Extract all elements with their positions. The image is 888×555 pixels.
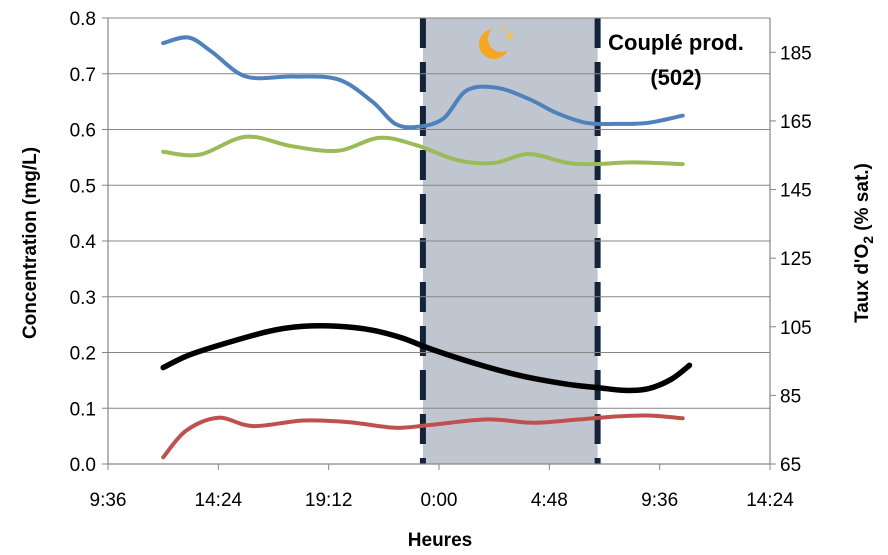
annotation-line-1: Couplé prod. (608, 30, 744, 55)
y-left-tick-label: 0.1 (70, 399, 96, 420)
series-group (160, 35, 693, 460)
y-right-tick-label: 85 (780, 386, 801, 407)
series-line-1 (161, 35, 685, 130)
y-left-tick-label: 0.0 (70, 455, 96, 476)
series-line-3 (160, 322, 693, 394)
y-right-tick-label: 145 (780, 181, 812, 202)
y-left-tick-label: 0.7 (70, 65, 96, 86)
y-right-tick-label: 65 (780, 455, 801, 476)
y-axis-right-title-subscript: 2 (860, 236, 876, 244)
x-tick-label: 14:24 (195, 490, 243, 511)
y-right-tick-label: 185 (780, 43, 812, 64)
series-line-4 (161, 413, 685, 460)
y-axis-right-title-main: Taux d'O (852, 244, 873, 323)
y-left-tick-label: 0.6 (70, 121, 96, 142)
tick-labels-group: 0.0 0.1 0.2 0.3 0.4 0.5 0.6 0.7 0.8 65 85 105 125 145… (70, 9, 812, 511)
y-axis-right-title-tail: (% sat.) (852, 163, 873, 236)
y-left-tick-label: 0.8 (70, 9, 96, 30)
x-tick-label: 9:36 (90, 490, 127, 511)
y-right-tick-label: 125 (780, 249, 812, 270)
x-tick-label: 19:12 (305, 490, 353, 511)
axes-group (102, 17, 776, 470)
x-tick-label: 14:24 (746, 490, 794, 511)
series-line-2 (161, 134, 685, 167)
y-right-tick-label: 105 (780, 318, 812, 339)
x-axis-title: Heures (408, 530, 472, 551)
annotation-line-2: (502) (650, 65, 701, 90)
y-left-tick-label: 0.2 (70, 344, 96, 365)
moon-stars-icon (479, 26, 515, 59)
y-left-tick-label: 0.4 (70, 232, 97, 253)
x-tick-label: 4:48 (531, 490, 568, 511)
y-left-tick-label: 0.5 (70, 176, 96, 197)
x-tick-label: 0:00 (421, 490, 458, 511)
y-axis-left-title: Concentration (mg/L) (20, 147, 41, 339)
y-axis-right-title: Taux d'O2 (% sat.) (852, 163, 876, 323)
y-right-tick-label: 165 (780, 112, 812, 133)
x-tick-label: 9:36 (641, 490, 678, 511)
y-left-tick-label: 0.3 (70, 288, 96, 309)
